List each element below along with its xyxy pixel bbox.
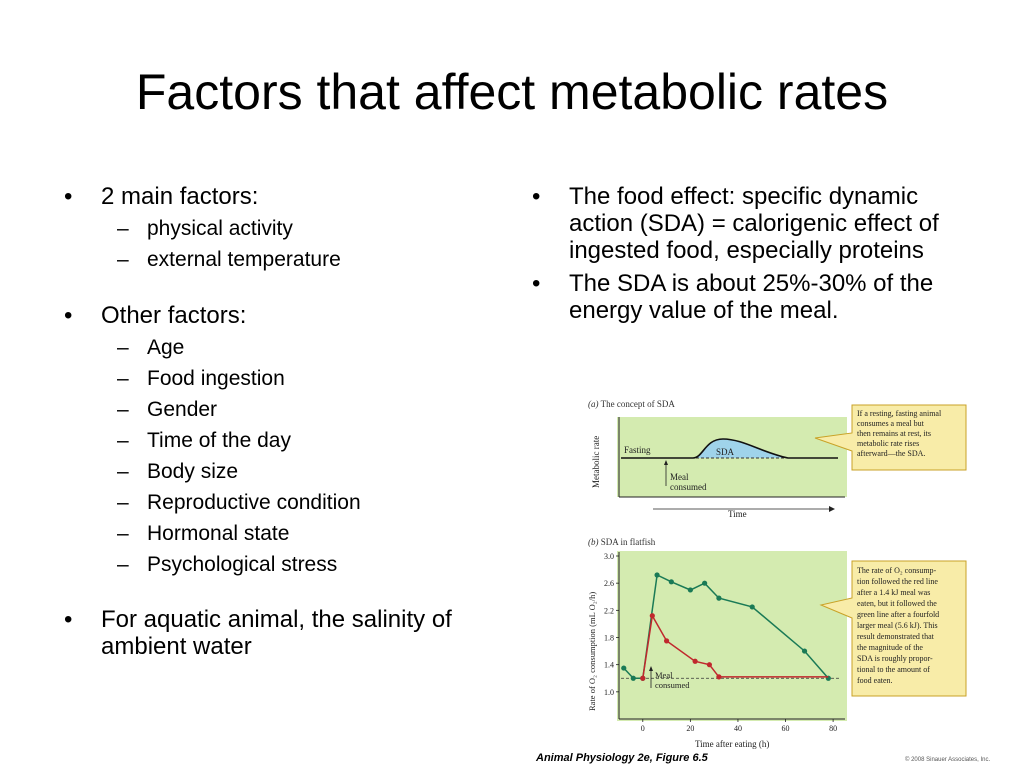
flatfish-chart: 1.0 1.4 1.8 2.2 2.6 3.0 0 20 40 60 80 xyxy=(604,552,845,733)
meal-arrow-b-head xyxy=(649,666,653,671)
large-meal-point xyxy=(621,665,627,671)
sub-bullet: Reproductive condition xyxy=(101,487,502,518)
sub-bullet: physical activity xyxy=(101,213,502,244)
sda-label: SDA xyxy=(716,447,735,457)
sub-bullet: Age xyxy=(101,332,502,363)
small-meal-point xyxy=(716,674,722,680)
y-tick-label: 3.0 xyxy=(604,552,614,561)
sub-bullet: Time of the day xyxy=(101,425,502,456)
sda-figure-svg: (a) The concept of SDA Fasting SDA Meal … xyxy=(587,399,967,749)
large-meal-point xyxy=(716,595,722,601)
small-meal-point xyxy=(692,658,698,664)
copyright: © 2008 Sinauer Associates, Inc. xyxy=(905,757,991,763)
callout-b-box xyxy=(819,560,967,697)
callout-a-box xyxy=(814,404,967,471)
panel-a-xlabel: Time xyxy=(728,509,747,519)
small-meal-point xyxy=(663,638,670,644)
panel-a-heading: (a) The concept of SDA xyxy=(588,399,675,409)
sub-bullet: external temperature xyxy=(101,244,502,275)
callout-b-text: The rate of O₂ consump- tion followed th… xyxy=(857,566,941,685)
y-tick-label: 1.0 xyxy=(604,688,614,697)
bullet-food-effect: The food effect: specific dynamic action… xyxy=(530,183,970,264)
sub-bullet: Hormonal state xyxy=(101,518,502,549)
meal-label-a1: Meal xyxy=(670,472,689,482)
figure-caption: Animal Physiology 2e, Figure 6.5 xyxy=(536,752,708,764)
sda-area xyxy=(693,439,788,458)
sub-bullet: Gender xyxy=(101,394,502,425)
bullet-sda-percent: The SDA is about 25%-30% of the energy v… xyxy=(530,270,970,324)
slide-title: Factors that affect metabolic rates xyxy=(135,64,889,120)
metabolic-rate-curve xyxy=(621,438,838,459)
large-meal-point xyxy=(801,648,808,654)
meal-arrow-head xyxy=(664,460,668,465)
x-tick-label: 0 xyxy=(641,724,645,733)
large-meal-point xyxy=(702,580,708,586)
y-tick-label: 1.8 xyxy=(604,634,614,643)
right-column: The food effect: specific dynamic action… xyxy=(530,183,970,324)
y-tick-label: 1.4 xyxy=(604,661,614,670)
panel-b-heading: (b) SDA in flatfish xyxy=(588,537,656,547)
panel-b-plot-bg xyxy=(617,551,847,721)
large-meal-point xyxy=(668,579,674,585)
large-meal-point xyxy=(687,587,693,593)
y-tick-label: 2.2 xyxy=(604,606,614,615)
x-tick-label: 40 xyxy=(734,724,742,733)
callout-a-text: If a resting, fasting animal consumes a … xyxy=(857,409,943,458)
bullet-other-factors: Other factors: Age Food ingestion Gender… xyxy=(62,302,502,580)
large-meal-point xyxy=(630,675,636,681)
y-tick-label: 2.6 xyxy=(604,579,614,588)
x-tick-label: 60 xyxy=(782,724,790,733)
fasting-label: Fasting xyxy=(624,445,651,455)
bullet-text: Other factors: xyxy=(101,302,247,329)
bullet-salinity: For aquatic animal, the salinity of ambi… xyxy=(62,606,502,660)
small-meal-point xyxy=(706,662,712,668)
x-tick-label: 80 xyxy=(829,724,837,733)
panel-a-ylabel: Metabolic rate xyxy=(591,436,601,488)
bullet-text: 2 main factors: xyxy=(101,183,259,210)
sub-bullet: Food ingestion xyxy=(101,363,502,394)
small-meal-point xyxy=(640,675,646,681)
large-meal-point xyxy=(654,572,660,578)
meal-label-b2: consumed xyxy=(655,680,690,690)
panel-b-ylabel: Rate of O₂ consumption (mL O₂/h) xyxy=(587,592,597,711)
sub-bullet: Psychological stress xyxy=(101,549,502,580)
meal-label-a2: consumed xyxy=(670,482,707,492)
small-meal-point xyxy=(649,613,655,619)
meal-label-b1: Meal xyxy=(655,670,673,680)
large-meal-point xyxy=(749,604,755,610)
left-column: 2 main factors: physical activity extern… xyxy=(62,183,502,660)
bullet-text: For aquatic animal, the salinity of ambi… xyxy=(101,606,452,660)
sda-figure: (a) The concept of SDA Fasting SDA Meal … xyxy=(583,393,1024,768)
bullet-main-factors: 2 main factors: physical activity extern… xyxy=(62,183,502,275)
x-tick-label: 20 xyxy=(686,724,694,733)
sub-bullet: Body size xyxy=(101,456,502,487)
panel-b-xlabel: Time after eating (h) xyxy=(695,739,769,749)
time-arrow-head xyxy=(829,506,835,512)
